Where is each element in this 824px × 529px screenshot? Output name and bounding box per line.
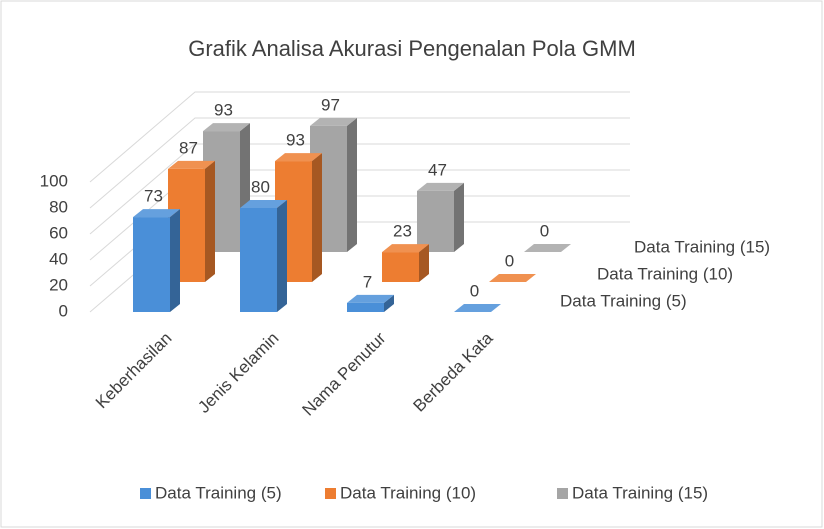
bar-front xyxy=(347,302,384,312)
depth-axis-label: Data Training (15) xyxy=(634,237,770,256)
bar-top xyxy=(203,123,250,132)
legend-label: Data Training (15) xyxy=(572,483,708,502)
bar-top xyxy=(524,244,571,252)
bar-side xyxy=(347,117,357,253)
bar xyxy=(454,304,501,312)
grid-line xyxy=(89,143,630,235)
y-tick-label: 40 xyxy=(49,249,68,268)
bar xyxy=(133,209,180,312)
y-tick-label: 100 xyxy=(40,171,68,190)
bar-top xyxy=(168,160,215,169)
legend-label: Data Training (5) xyxy=(155,483,282,502)
legend-swatch xyxy=(140,488,151,499)
bar xyxy=(203,123,250,252)
grid-line xyxy=(89,91,630,183)
data-label: 0 xyxy=(470,281,479,300)
legend-swatch xyxy=(557,488,568,499)
bar-top xyxy=(382,244,429,253)
bar-top xyxy=(489,274,536,282)
y-tick-label: 20 xyxy=(49,275,68,294)
bar-top xyxy=(454,304,501,312)
bar-top xyxy=(275,153,322,162)
grid-line xyxy=(89,117,630,209)
y-tick-label: 60 xyxy=(49,223,68,242)
legend-label: Data Training (10) xyxy=(340,483,476,502)
bar-top xyxy=(417,182,464,191)
legend-swatch xyxy=(325,488,336,499)
y-tick-label: 80 xyxy=(49,197,68,216)
bar-front xyxy=(240,208,277,312)
bar-front xyxy=(133,217,170,312)
bar-side xyxy=(277,200,287,312)
bar-top xyxy=(133,209,180,218)
bar-side xyxy=(419,244,429,282)
bar-front xyxy=(382,252,419,282)
data-label: 93 xyxy=(286,131,305,150)
data-label: 73 xyxy=(144,187,163,206)
bar xyxy=(524,244,571,252)
y-tick-label: 0 xyxy=(59,301,68,320)
bar-side xyxy=(205,160,215,282)
bar xyxy=(240,200,287,312)
bar-side xyxy=(384,294,394,312)
data-label: 47 xyxy=(428,160,447,179)
data-label: 97 xyxy=(321,95,340,114)
bar-side xyxy=(170,209,180,312)
data-label: 87 xyxy=(179,138,198,157)
chart-title: Grafik Analisa Akurasi Pengenalan Pola G… xyxy=(188,36,636,61)
data-label: 0 xyxy=(505,251,514,270)
bar xyxy=(417,182,464,252)
bar-side xyxy=(312,153,322,282)
data-label: 80 xyxy=(251,177,270,196)
bar-front xyxy=(417,190,454,252)
data-label: 7 xyxy=(363,272,372,291)
bar xyxy=(382,244,429,282)
bar-top xyxy=(347,294,394,303)
depth-axis-label: Data Training (5) xyxy=(560,291,687,310)
bar xyxy=(347,294,394,312)
data-label: 93 xyxy=(214,101,233,120)
bar xyxy=(489,274,536,282)
data-label: 23 xyxy=(393,222,412,241)
data-label: 0 xyxy=(540,221,549,240)
bar-top xyxy=(310,117,357,126)
bar-top xyxy=(240,200,287,208)
depth-axis-label: Data Training (10) xyxy=(597,264,733,283)
bar-side xyxy=(454,182,464,252)
